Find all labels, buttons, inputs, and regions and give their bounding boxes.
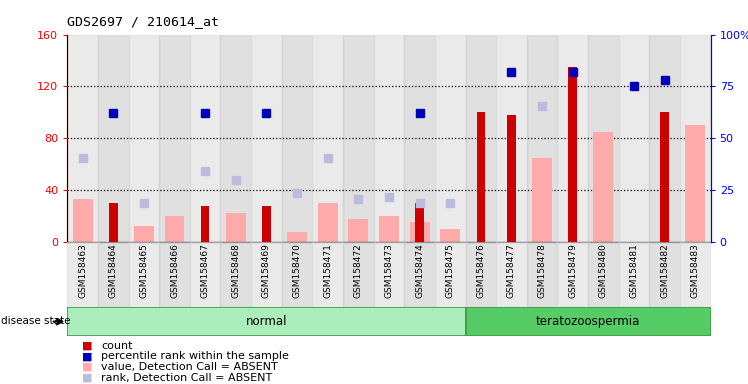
Bar	[73, 199, 93, 242]
Bar	[680, 35, 711, 242]
Text: GDS2697 / 210614_at: GDS2697 / 210614_at	[67, 15, 219, 28]
Text: percentile rank within the sample: percentile rank within the sample	[101, 351, 289, 361]
Text: GSM158465: GSM158465	[139, 243, 148, 298]
Bar	[496, 35, 527, 242]
Text: GSM158466: GSM158466	[170, 243, 179, 298]
Bar	[134, 227, 154, 242]
Bar	[619, 35, 649, 242]
Text: GSM158482: GSM158482	[660, 243, 669, 298]
Text: disease state: disease state	[1, 316, 70, 326]
Bar	[201, 206, 209, 242]
Text: GSM158470: GSM158470	[292, 243, 301, 298]
Text: GSM158481: GSM158481	[630, 243, 639, 298]
Text: GSM158477: GSM158477	[507, 243, 516, 298]
Bar	[349, 218, 368, 242]
Bar	[190, 242, 221, 307]
Text: ■: ■	[82, 351, 93, 361]
Bar	[262, 206, 271, 242]
Bar	[318, 203, 337, 242]
Bar	[282, 35, 313, 242]
Bar	[67, 307, 465, 336]
Bar	[568, 67, 577, 242]
Bar	[680, 242, 711, 307]
Bar	[221, 35, 251, 242]
Bar	[527, 242, 557, 307]
Bar	[190, 35, 221, 242]
Text: GSM158463: GSM158463	[78, 243, 87, 298]
Bar	[313, 35, 343, 242]
Text: GSM158474: GSM158474	[415, 243, 424, 298]
Text: GSM158478: GSM158478	[538, 243, 547, 298]
Bar	[251, 35, 282, 242]
Bar	[165, 216, 185, 242]
Bar	[343, 242, 374, 307]
Text: GSM158468: GSM158468	[231, 243, 240, 298]
Bar	[374, 242, 404, 307]
Bar	[226, 214, 246, 242]
Bar	[527, 35, 557, 242]
Bar	[435, 242, 465, 307]
Text: ■: ■	[82, 362, 93, 372]
Bar	[313, 242, 343, 307]
Text: GSM158480: GSM158480	[599, 243, 608, 298]
Bar	[649, 35, 680, 242]
Bar	[404, 242, 435, 307]
Bar	[129, 35, 159, 242]
Bar	[557, 35, 588, 242]
Bar	[496, 242, 527, 307]
Text: count: count	[101, 341, 132, 351]
Text: GSM158467: GSM158467	[200, 243, 209, 298]
Bar	[67, 242, 98, 307]
Bar	[221, 242, 251, 307]
Bar	[476, 113, 485, 242]
Bar	[465, 307, 711, 336]
Bar	[507, 115, 516, 242]
Bar	[343, 35, 374, 242]
Bar	[588, 242, 619, 307]
Text: GSM158471: GSM158471	[323, 243, 332, 298]
Bar	[282, 242, 313, 307]
Bar	[109, 203, 117, 242]
Bar	[415, 203, 424, 242]
Bar	[532, 158, 552, 242]
Bar	[404, 35, 435, 242]
Text: GSM158479: GSM158479	[568, 243, 577, 298]
Text: teratozoospermia: teratozoospermia	[536, 315, 640, 328]
Bar	[557, 242, 588, 307]
Bar	[159, 242, 190, 307]
Text: ■: ■	[82, 373, 93, 383]
Bar	[98, 35, 129, 242]
Text: rank, Detection Call = ABSENT: rank, Detection Call = ABSENT	[101, 373, 272, 383]
Bar	[660, 113, 669, 242]
Bar	[251, 242, 282, 307]
Bar	[465, 35, 496, 242]
Text: GSM158469: GSM158469	[262, 243, 271, 298]
Text: GSM158472: GSM158472	[354, 243, 363, 298]
Bar	[593, 132, 613, 242]
Bar	[379, 216, 399, 242]
Bar	[287, 232, 307, 242]
Bar	[159, 35, 190, 242]
Text: value, Detection Call = ABSENT: value, Detection Call = ABSENT	[101, 362, 278, 372]
Bar	[465, 242, 496, 307]
Text: GSM158473: GSM158473	[384, 243, 393, 298]
Text: ■: ■	[82, 341, 93, 351]
Bar	[67, 35, 98, 242]
Text: GSM158483: GSM158483	[691, 243, 700, 298]
Text: GSM158464: GSM158464	[108, 243, 117, 298]
Bar	[98, 242, 129, 307]
Bar	[588, 35, 619, 242]
Bar	[685, 125, 705, 242]
Bar	[649, 242, 680, 307]
Text: normal: normal	[245, 315, 287, 328]
Bar	[619, 242, 649, 307]
Text: GSM158475: GSM158475	[446, 243, 455, 298]
Bar	[410, 222, 429, 242]
Bar	[129, 242, 159, 307]
Bar	[441, 229, 460, 242]
Bar	[374, 35, 404, 242]
Bar	[435, 35, 465, 242]
Text: GSM158476: GSM158476	[476, 243, 485, 298]
